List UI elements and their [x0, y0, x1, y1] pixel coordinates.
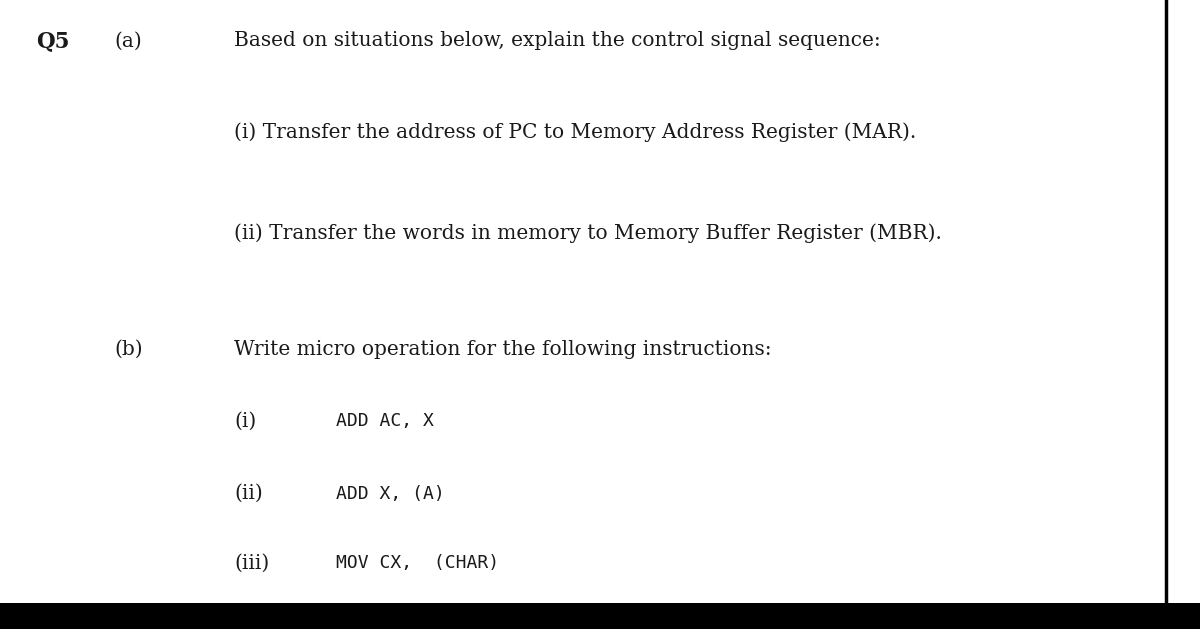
- Text: (i): (i): [234, 412, 257, 431]
- Text: MOV CX,  (CHAR): MOV CX, (CHAR): [336, 554, 499, 572]
- Text: Write micro operation for the following instructions:: Write micro operation for the following …: [234, 340, 772, 359]
- Text: (b): (b): [114, 340, 143, 359]
- Bar: [0, 603, 1200, 629]
- Text: Based on situations below, explain the control signal sequence:: Based on situations below, explain the c…: [234, 31, 881, 50]
- Text: (ii): (ii): [234, 484, 263, 503]
- Text: (i) Transfer the address of PC to Memory Address Register (MAR).: (i) Transfer the address of PC to Memory…: [234, 122, 917, 142]
- Text: (a): (a): [114, 31, 142, 50]
- Text: (ii) Transfer the words in memory to Memory Buffer Register (MBR).: (ii) Transfer the words in memory to Mem…: [234, 223, 942, 243]
- Text: ADD X, (A): ADD X, (A): [336, 485, 445, 503]
- Text: Q5: Q5: [36, 30, 70, 52]
- Text: ADD AC, X: ADD AC, X: [336, 413, 434, 430]
- Text: (iii): (iii): [234, 554, 269, 572]
